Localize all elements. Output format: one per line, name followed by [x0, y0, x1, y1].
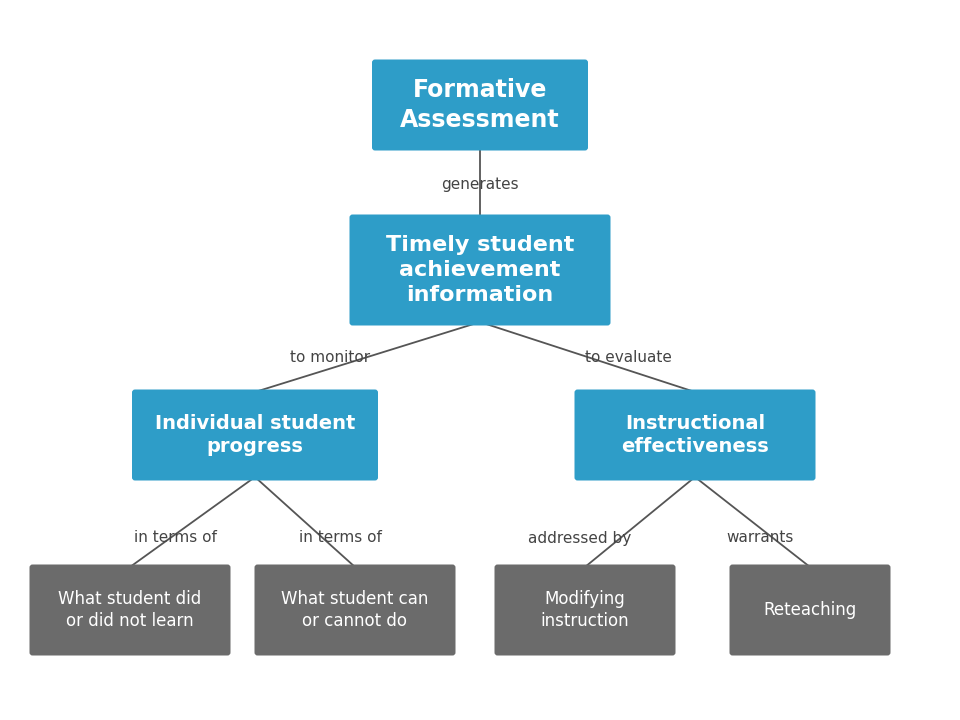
Text: to evaluate: to evaluate: [585, 351, 671, 366]
Text: What student did
or did not learn: What student did or did not learn: [59, 590, 202, 630]
Text: Reteaching: Reteaching: [763, 601, 856, 619]
FancyBboxPatch shape: [349, 215, 611, 325]
Text: in terms of: in terms of: [299, 531, 381, 546]
Text: Individual student
progress: Individual student progress: [155, 414, 355, 456]
FancyBboxPatch shape: [730, 564, 891, 655]
Text: Timely student
achievement
information: Timely student achievement information: [386, 235, 574, 305]
FancyBboxPatch shape: [494, 564, 676, 655]
FancyBboxPatch shape: [30, 564, 230, 655]
FancyBboxPatch shape: [574, 390, 815, 480]
FancyBboxPatch shape: [372, 60, 588, 150]
Text: addressed by: addressed by: [528, 531, 632, 546]
FancyBboxPatch shape: [132, 390, 378, 480]
Text: Formative
Assessment: Formative Assessment: [400, 78, 560, 132]
Text: Modifying
instruction: Modifying instruction: [540, 590, 630, 630]
Text: warrants: warrants: [727, 531, 794, 546]
Text: generates: generates: [442, 178, 518, 192]
Text: to monitor: to monitor: [290, 351, 370, 366]
FancyBboxPatch shape: [254, 564, 455, 655]
Text: in terms of: in terms of: [133, 531, 216, 546]
Text: What student can
or cannot do: What student can or cannot do: [281, 590, 429, 630]
Text: Instructional
effectiveness: Instructional effectiveness: [621, 414, 769, 456]
